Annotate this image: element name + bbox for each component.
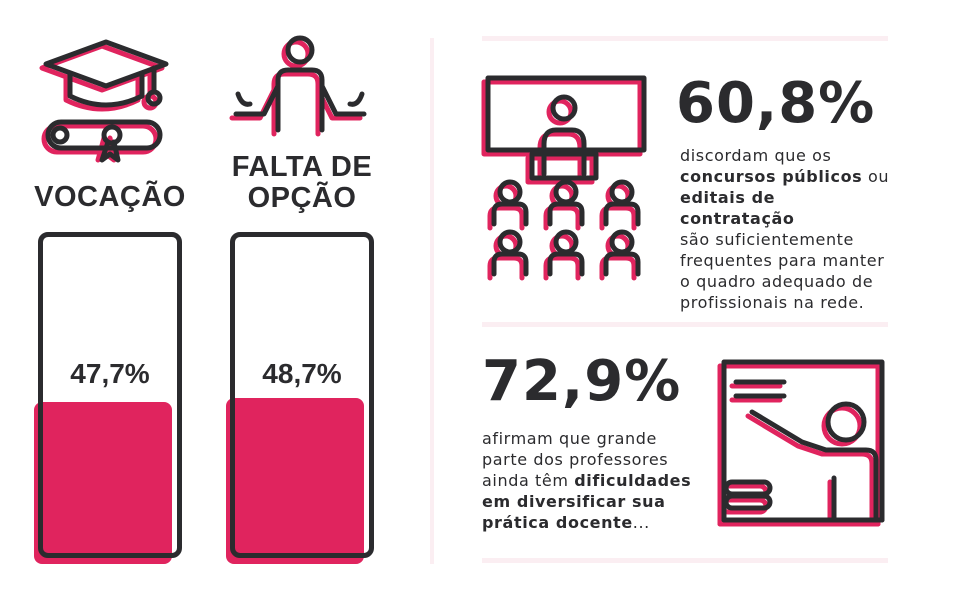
stat2-bold-dificuldades: dificuldades bbox=[574, 471, 692, 490]
graduation-cap-diploma-icon bbox=[36, 34, 176, 164]
shrugging-person-icon bbox=[229, 34, 370, 137]
stat2-line1: afirmam que grande bbox=[482, 429, 657, 448]
stat2-line3: ainda têm dificuldades bbox=[482, 470, 702, 491]
stat1-ou: ou bbox=[862, 167, 890, 186]
classroom-audience-icon bbox=[480, 74, 650, 296]
stat2-bold-diversificar: em diversificar sua bbox=[482, 492, 666, 511]
stat1-line7: profissionais na rede. bbox=[680, 293, 865, 312]
falta-opcao-bar-fill bbox=[226, 398, 364, 564]
falta-opcao-value: 48,7% bbox=[262, 358, 342, 389]
stat2-line2: parte dos professores bbox=[482, 450, 669, 469]
middle-rule bbox=[482, 322, 888, 327]
stat2-line5: prática docente... bbox=[482, 512, 702, 533]
stat1-line6: o quadro adequado de bbox=[680, 272, 874, 291]
falta-opcao-title-line2: OPÇÃO bbox=[247, 182, 357, 214]
bottom-rule bbox=[482, 558, 888, 563]
teacher-at-board-icon bbox=[716, 354, 896, 530]
stat1-line4: são suficientemente bbox=[680, 230, 855, 249]
vocacao-bar-fill bbox=[34, 402, 172, 564]
stat1-description: discordam que os concursos públicos ou e… bbox=[680, 145, 892, 313]
stat1-line3: editais de contratação bbox=[680, 187, 892, 229]
stat2-line4: em diversificar sua bbox=[482, 491, 702, 512]
vocacao-title: VOCAÇÃO bbox=[34, 181, 186, 213]
stat1-bold-editais: editais de contratação bbox=[680, 188, 795, 228]
vertical-divider bbox=[430, 38, 434, 564]
stat2-value: 72,9% bbox=[482, 349, 682, 414]
stat2-description: afirmam que grande parte dos professores… bbox=[482, 428, 702, 533]
stat1-line2: concursos públicos ou bbox=[680, 166, 892, 187]
stat2-bold-pratica: prática docente bbox=[482, 513, 633, 532]
falta-opcao-title-line1: FALTA DE bbox=[231, 151, 373, 183]
stat2-ainda: ainda têm bbox=[482, 471, 575, 490]
top-rule bbox=[482, 36, 888, 41]
stat1-value: 60,8% bbox=[676, 71, 876, 136]
stat2-ellipsis: ... bbox=[632, 513, 650, 532]
stat1-line5: frequentes para manter bbox=[680, 251, 885, 270]
stat1-line1: discordam que os bbox=[680, 146, 832, 165]
vocacao-bar bbox=[38, 232, 182, 558]
stat1-bold-concursos: concursos públicos bbox=[680, 167, 863, 186]
vocacao-value: 47,7% bbox=[70, 358, 150, 389]
falta-opcao-bar bbox=[230, 232, 374, 558]
